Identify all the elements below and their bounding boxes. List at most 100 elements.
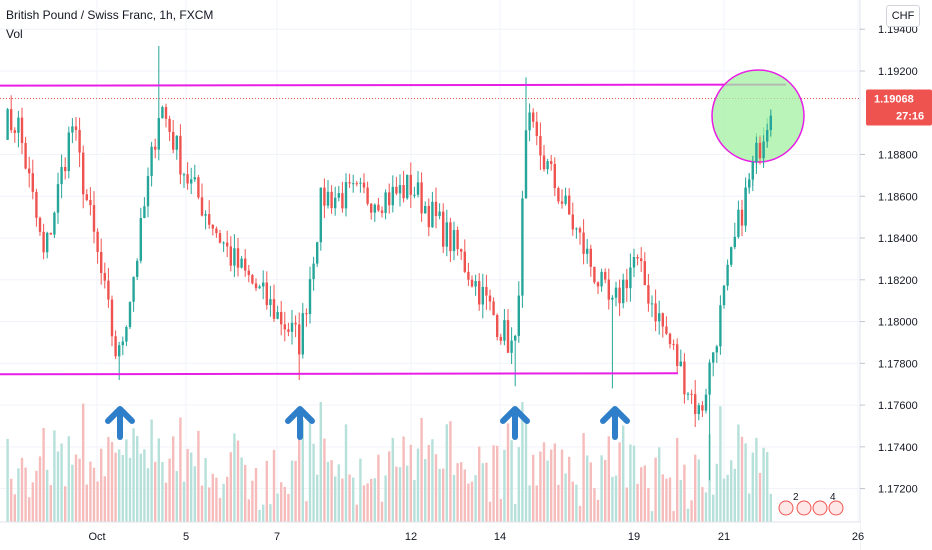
candle-body <box>92 205 96 232</box>
x-tick-label: 21 <box>718 531 730 543</box>
candle-body <box>254 283 258 289</box>
volume-bar <box>586 455 589 522</box>
candle-body <box>769 115 772 131</box>
candle-body <box>283 324 286 330</box>
volume-bar <box>704 492 708 522</box>
candle-body <box>679 361 682 367</box>
volume-bar <box>20 457 24 522</box>
volume-bar <box>622 425 625 522</box>
candle-body <box>740 209 744 226</box>
candle-body <box>481 286 484 305</box>
volume-bar <box>748 493 751 522</box>
candle-body <box>60 166 63 185</box>
volume-bar <box>247 499 250 522</box>
candle-body <box>20 117 24 143</box>
candle-body <box>553 163 556 189</box>
volume-bar <box>89 461 92 522</box>
volume-bar <box>665 478 668 522</box>
volume-bar <box>524 423 528 522</box>
candle-body <box>524 130 528 199</box>
currency-button[interactable]: CHF <box>886 5 920 27</box>
volume-bar <box>362 485 366 522</box>
candle-body <box>330 191 333 209</box>
candle-body <box>6 109 9 140</box>
volume-bar <box>719 406 722 522</box>
volume-bar <box>136 435 139 522</box>
candle-body <box>308 279 312 315</box>
candle-body <box>71 126 74 133</box>
candle-body <box>726 264 729 286</box>
candle-body <box>46 232 49 253</box>
candle-body <box>64 166 67 172</box>
candle-body <box>341 193 344 209</box>
volume-bar <box>722 478 726 522</box>
candle-body <box>128 301 132 328</box>
volume-bar <box>686 508 690 522</box>
volume-bar <box>402 436 405 522</box>
candle-body <box>42 231 45 253</box>
candle-body <box>298 324 301 355</box>
candle-body <box>719 305 722 347</box>
candle-body <box>355 183 358 185</box>
volume-bar <box>280 482 283 522</box>
x-tick-label: Oct <box>88 531 105 543</box>
candle-body <box>168 118 171 132</box>
volume-bar <box>348 474 351 522</box>
volume-bar <box>697 459 700 522</box>
volume-bar <box>71 464 74 522</box>
candle-body <box>388 192 391 206</box>
volume-bar <box>182 481 186 522</box>
chart-title: British Pound / Swiss Franc, 1h, FXCM <box>6 8 214 22</box>
volume-bar <box>251 480 254 522</box>
volume-bar <box>38 456 42 522</box>
candle-body <box>510 340 513 353</box>
volume-bar <box>168 458 171 522</box>
candle-body <box>118 345 121 357</box>
volume-bar <box>388 451 391 522</box>
candle-body <box>236 248 240 268</box>
candle-body <box>589 248 592 267</box>
candle-body <box>596 282 600 287</box>
support-line <box>0 372 679 376</box>
candle-body <box>164 107 168 119</box>
volume-bar <box>67 436 70 522</box>
volume-bar <box>24 467 27 522</box>
candle-body <box>672 344 675 346</box>
volume-bar <box>157 438 160 522</box>
volume-bar <box>330 460 333 522</box>
candle-body <box>593 266 596 283</box>
candle-body <box>668 333 672 345</box>
candle-body <box>697 405 700 415</box>
candle-body <box>733 236 736 248</box>
volume-bar <box>521 402 524 522</box>
candle-body <box>103 273 106 281</box>
volume-bar <box>283 486 286 522</box>
candle-body <box>96 231 99 253</box>
candle-body <box>190 179 193 184</box>
volume-bar <box>578 505 582 522</box>
event-icon <box>778 500 794 516</box>
volume-bar <box>546 460 549 522</box>
candle-body <box>550 161 553 164</box>
candle-body <box>258 286 261 289</box>
candle-body <box>78 129 81 153</box>
y-tick-label: 1.17400 <box>878 442 918 454</box>
candle-body <box>722 285 726 306</box>
candle-body <box>539 136 542 156</box>
candle-body <box>13 130 16 133</box>
candle-body <box>485 286 488 296</box>
volume-bar <box>607 436 610 522</box>
volume-bar <box>604 459 607 522</box>
candle-body <box>370 203 373 213</box>
volume-bar <box>96 481 99 522</box>
volume-bar <box>218 497 222 522</box>
volume-bar <box>17 468 20 522</box>
candle-body <box>287 329 290 332</box>
volume-bar <box>668 477 672 522</box>
candle-body <box>240 258 243 268</box>
candle-body <box>121 341 124 346</box>
candle-body <box>546 161 549 170</box>
volume-bar <box>420 417 423 522</box>
candle-body <box>262 282 265 287</box>
